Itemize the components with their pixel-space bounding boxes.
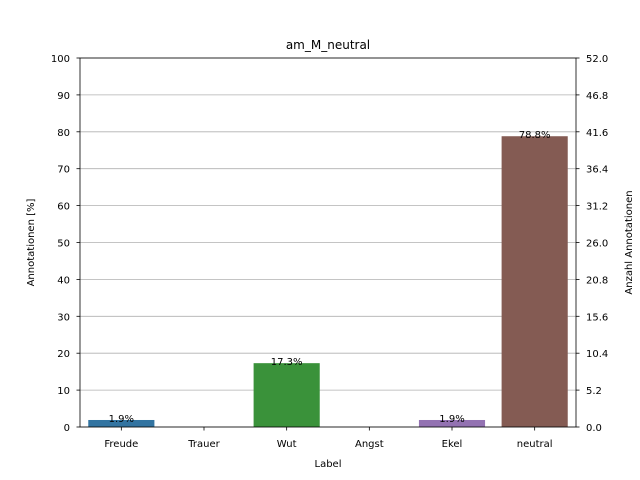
bar-freude [88,419,155,427]
y-left-tick-label: 80 [57,128,70,139]
chart-title: am_M_neutral [286,38,370,52]
x-axis-title: Label [315,459,342,470]
y-axis-right-ticks: 0.0 5.2 10.4 15.6 20.8 26.0 31.2 36.4 41.6 46.8 52… [576,54,608,434]
bars [88,136,568,427]
y-right-tick-label: 10.4 [586,349,608,360]
x-tick-label: Ekel [442,439,463,450]
bar-neutral [501,136,568,427]
x-tick-label: Trauer [187,439,220,450]
y-axis-left-title: Annotationen [%] [26,198,37,286]
y-right-tick-label: 31.2 [586,202,608,213]
y-left-tick-label: 0 [64,423,70,434]
y-left-tick-label: 10 [57,386,70,397]
bar-ekel [418,419,486,427]
bar-value-label: 1.9% [439,414,464,425]
x-tick-label: Wut [277,439,297,450]
y-left-tick-label: 100 [51,54,70,65]
y-right-tick-label: 52.0 [586,54,608,65]
y-right-tick-label: 36.4 [586,165,608,176]
bar-value-label: 1.9% [109,414,134,425]
y-right-tick-label: 0.0 [586,423,602,434]
y-axis-left-ticks: 0 10 20 30 40 50 60 70 80 90 100 [51,54,80,434]
x-axis-ticks: Freude Trauer Wut Angst Ekel neutral [104,427,553,450]
y-left-tick-label: 50 [57,239,70,250]
y-right-tick-label: 5.2 [586,386,602,397]
x-tick-label: Freude [104,439,138,450]
bar-value-label: 78.8% [519,130,551,141]
y-right-tick-label: 15.6 [586,312,608,323]
y-right-tick-label: 46.8 [586,91,608,102]
y-left-tick-label: 90 [57,91,70,102]
bar-value-labels: 1.9% 17.3% 1.9% 78.8% [109,130,551,425]
bar-value-label: 17.3% [271,357,303,368]
x-tick-label: neutral [517,439,553,450]
bar-wut [253,363,320,427]
y-left-tick-label: 60 [57,202,70,213]
y-right-tick-label: 41.6 [586,128,608,139]
y-left-tick-label: 30 [57,312,70,323]
y-left-tick-label: 70 [57,165,70,176]
y-axis-right-title: Anzahl Annotationen [624,190,635,294]
y-right-tick-label: 20.8 [586,275,608,286]
x-tick-label: Angst [355,439,384,450]
y-right-tick-label: 26.0 [586,239,608,250]
y-left-tick-label: 20 [57,349,70,360]
y-left-tick-label: 40 [57,275,70,286]
